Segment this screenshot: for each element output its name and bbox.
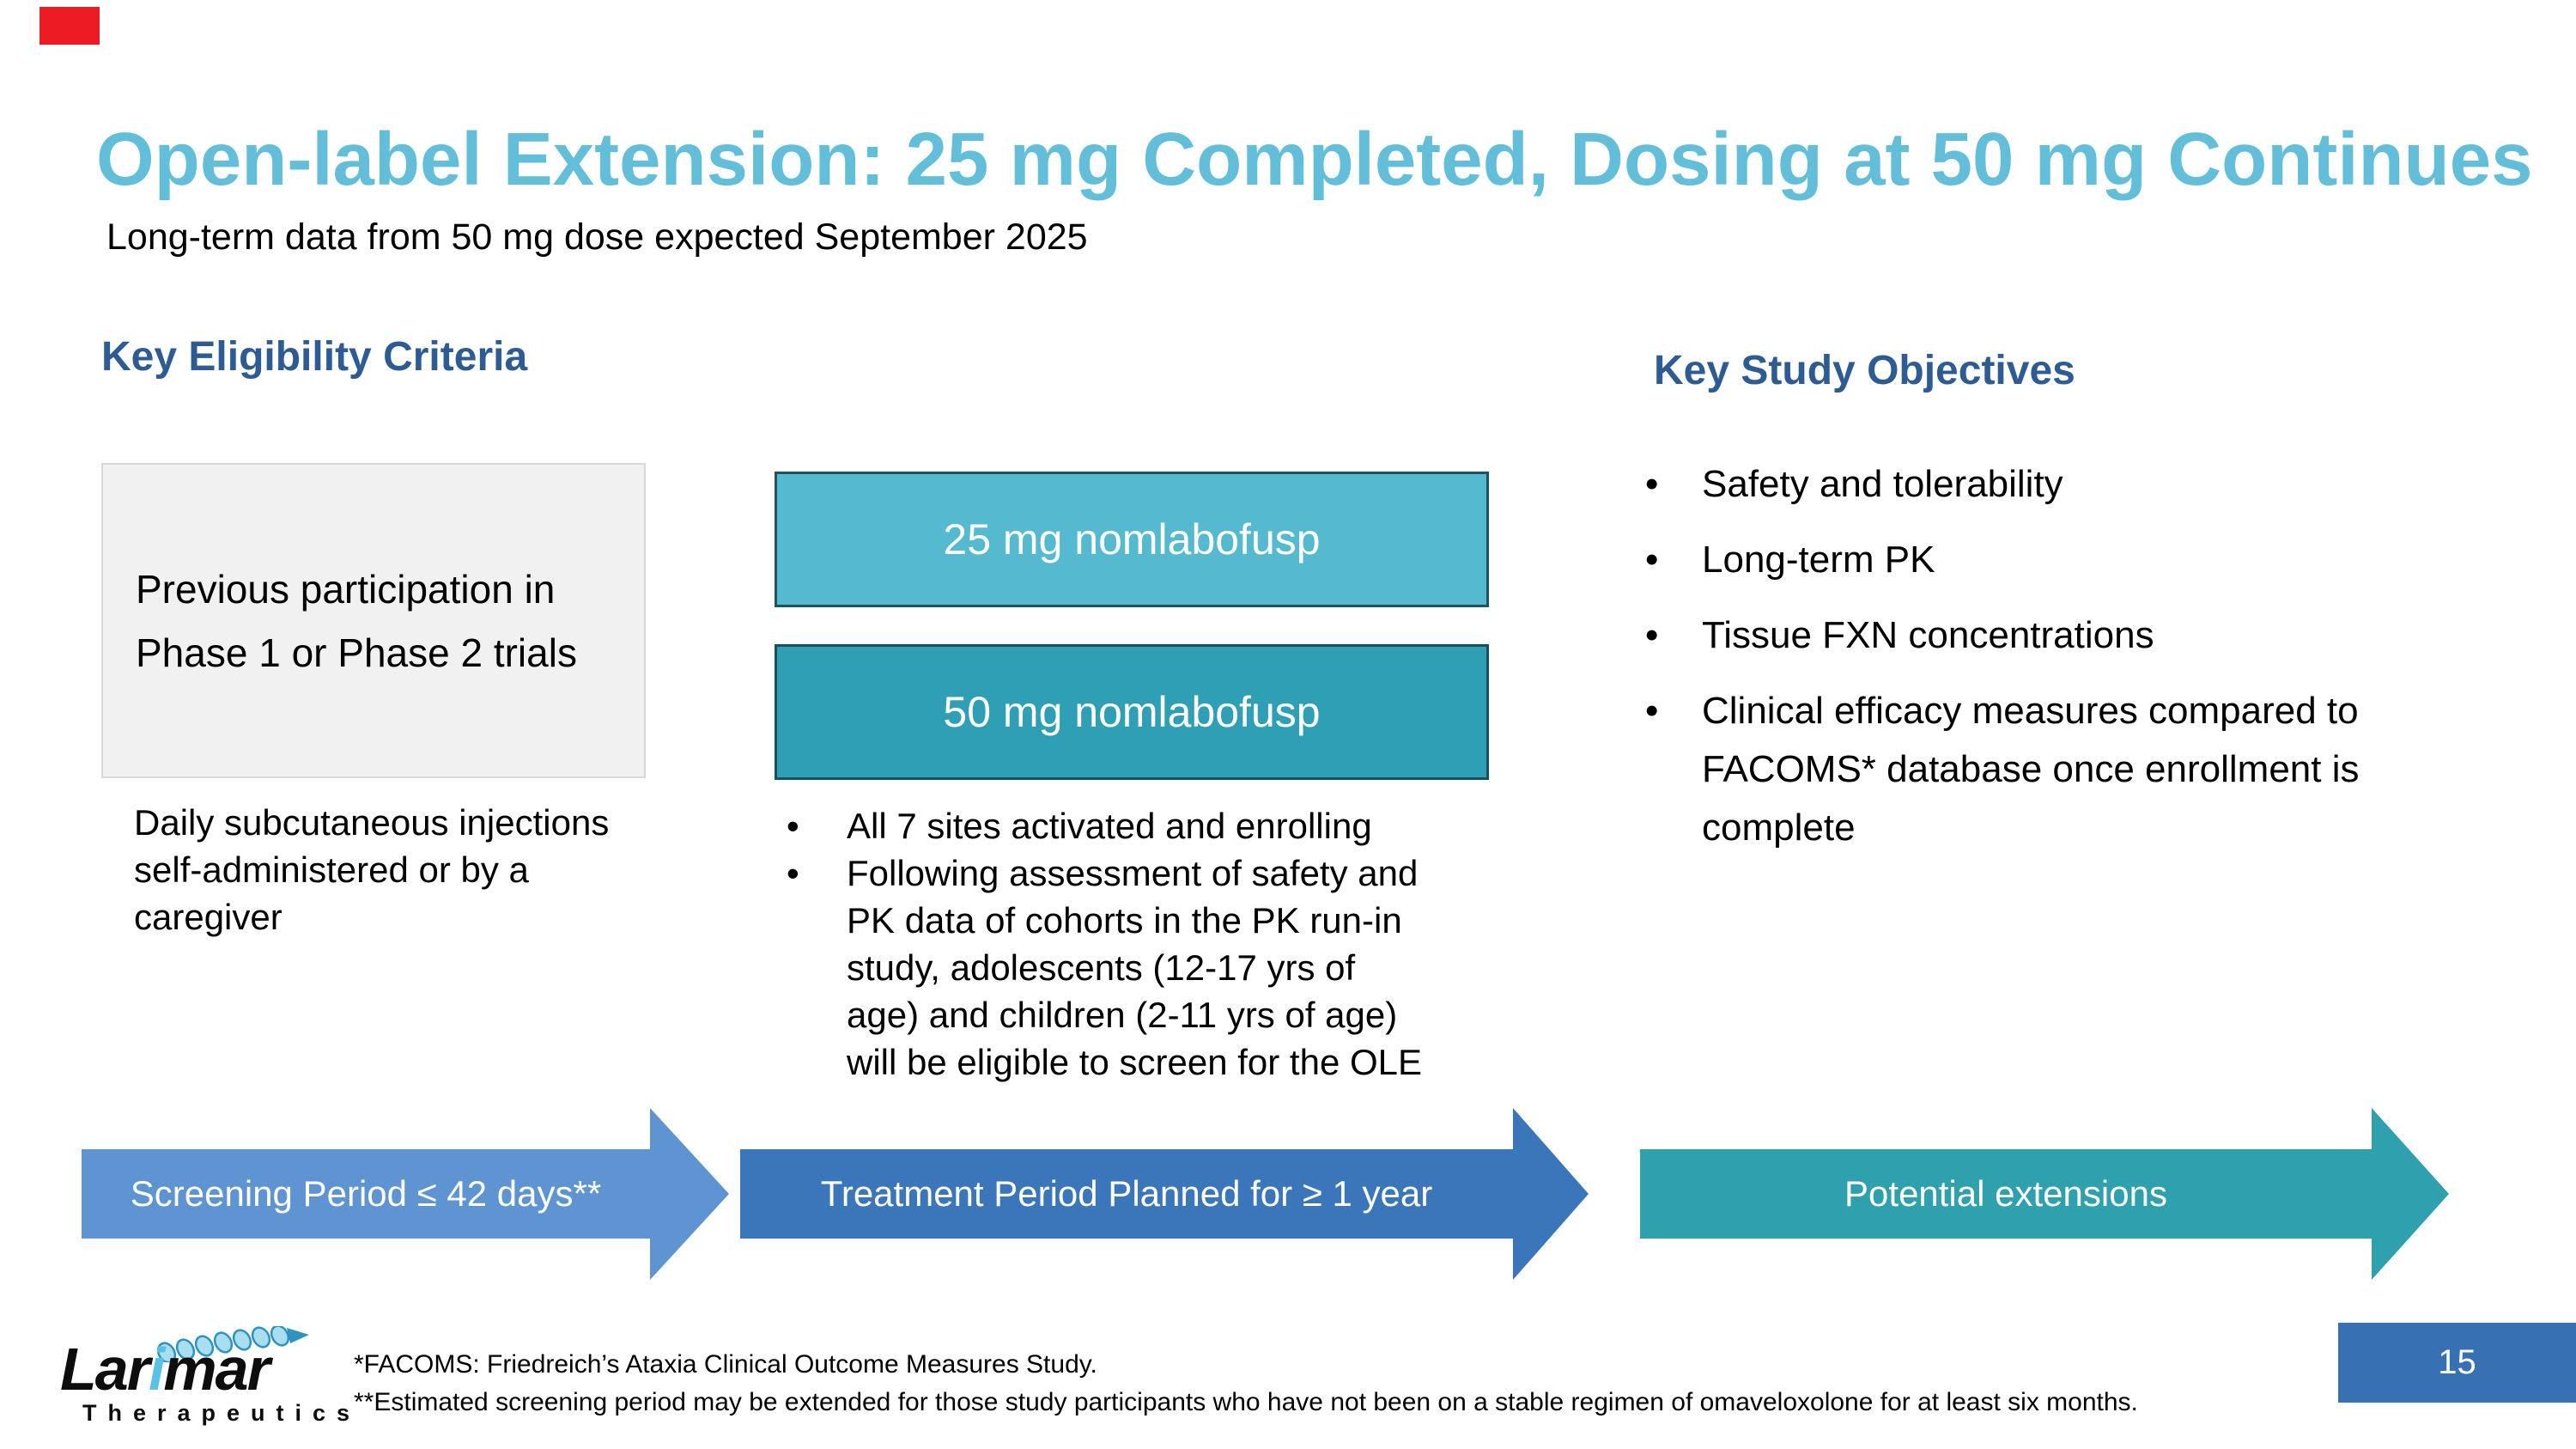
dose-box-50mg-label: 50 mg nomlabofusp [943,688,1321,736]
dose-box-25mg-label: 25 mg nomlabofusp [943,515,1321,563]
objective-bullet-2: Long-term PK [1702,539,1935,581]
timeline-arrow-screening-label: Screening Period ≤ 42 days** [130,1173,602,1214]
slide-subtitle: Long-term data from 50 mg dose expected … [106,216,1088,258]
eligibility-box: Previous participation in Phase 1 or Pha… [101,463,646,778]
timeline-arrow-treatment: Treatment Period Planned for ≥ 1 year [740,1149,1513,1239]
bullet-icon: • [787,806,799,846]
bullet-icon: • [1645,539,1659,581]
timeline-arrow-screening: Screening Period ≤ 42 days** [82,1149,650,1239]
objective-bullet-4: Clinical efficacy measures compared to F… [1702,690,2360,849]
helix-icon [156,1326,309,1362]
list-item: • Following assessment of safety and PK … [787,849,1525,1086]
logo-subtitle: Therapeutics [82,1400,361,1426]
bullet-icon: • [1645,690,1659,732]
timeline-arrow-treatment-label: Treatment Period Planned for ≥ 1 year [820,1173,1433,1214]
eligibility-note: Daily subcutaneous injections self-admin… [134,802,610,937]
objective-bullet-3: Tissue FXN concentrations [1702,614,2154,656]
bullet-icon: • [1645,614,1659,656]
bullet-icon: • [1645,463,1659,505]
footnote-screening: **Estimated screening period may be exte… [354,1388,2138,1416]
timeline-arrow-extensions-label: Potential extensions [1844,1173,2167,1214]
slide-title: Open-label Extension: 25 mg Completed, D… [96,118,2533,201]
page-number: 15 [2438,1343,2476,1381]
timeline-arrow-treatment-head [1513,1108,1589,1280]
objectives-bullet-list: • Safety and tolerability • Long-term PK… [1645,455,2555,874]
objective-bullet-1: Safety and tolerability [1702,463,2063,505]
timeline-arrow-extensions-head [2372,1108,2449,1280]
objectives-heading: Key Study Objectives [1654,348,2075,393]
footnote-facoms: *FACOMS: Friedreich’s Ataxia Clinical Ou… [354,1350,1097,1379]
dose-box-50mg: 50 mg nomlabofusp [775,644,1489,780]
timeline-arrow-extensions: Potential extensions [1640,1149,2372,1239]
list-item: • Safety and tolerability [1645,455,2555,514]
dosing-bullet-2: Following assessment of safety and PK da… [847,853,1423,1082]
list-item: • Tissue FXN concentrations [1645,606,2555,665]
list-item: • Long-term PK [1645,531,2555,589]
bullet-icon: • [787,853,799,893]
list-item: • All 7 sites activated and enrolling [787,802,1525,849]
red-marker [39,7,100,45]
dosing-bullet-1: All 7 sites activated and enrolling [847,806,1372,846]
logo-part: Lar [60,1336,150,1403]
page-number-box: 15 [2338,1323,2576,1403]
larimar-logo: Larimar Therapeutics [60,1326,349,1440]
timeline-arrow-screening-head [650,1108,729,1280]
eligibility-heading: Key Eligibility Criteria [101,334,528,380]
eligibility-box-text: Previous participation in Phase 1 or Pha… [136,566,577,675]
logo-wordmark: Larimar [60,1335,270,1403]
list-item: • Clinical efficacy measures compared to… [1645,682,2555,857]
dose-box-25mg: 25 mg nomlabofusp [775,472,1489,607]
logo-part-i: i [148,1336,166,1403]
dosing-bullet-list: • All 7 sites activated and enrolling • … [787,802,1525,1086]
logo-part: mar [163,1336,270,1403]
